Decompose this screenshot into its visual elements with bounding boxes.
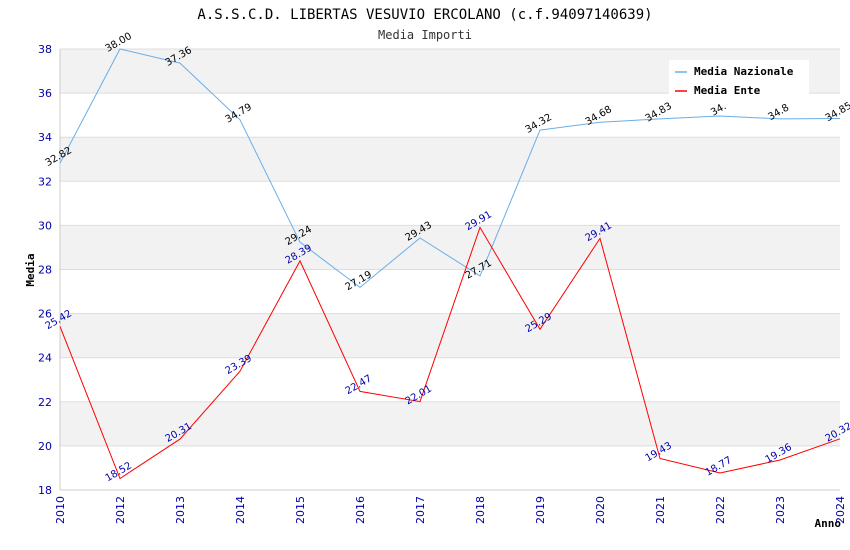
grid-band xyxy=(60,269,840,314)
x-tick-label: 2015 xyxy=(294,496,307,524)
y-axis-label: Media xyxy=(24,253,37,286)
x-tick-label: 2022 xyxy=(714,496,727,524)
series-line-0 xyxy=(59,48,841,289)
series-lines xyxy=(59,48,841,480)
y-tick-label: 20 xyxy=(38,440,52,453)
y-tick-label: 32 xyxy=(38,175,52,188)
grid-band xyxy=(60,137,840,182)
legend: Media Nazionale Media Ente xyxy=(669,60,809,97)
y-tick-label: 18 xyxy=(38,484,52,497)
grid-band xyxy=(60,445,840,490)
y-tick-label: 34 xyxy=(38,131,52,144)
grid-band xyxy=(60,313,840,358)
x-tick-label: 2019 xyxy=(534,496,547,524)
chart-title: A.S.S.C.D. LIBERTAS VESUVIO ERCOLANO (c.… xyxy=(197,7,652,23)
x-tick-label: 2018 xyxy=(474,496,487,524)
grid-bands xyxy=(60,49,840,490)
grid-lines xyxy=(59,48,840,491)
x-tick-label: 2023 xyxy=(774,496,787,524)
y-tick-label: 30 xyxy=(38,219,52,232)
grid-band xyxy=(60,401,840,446)
y-tick-label: 26 xyxy=(38,308,52,321)
y-axis-ticks: 18 20 22 24 26 28 30 32 34 36 38 xyxy=(38,43,52,497)
y-tick-label: 24 xyxy=(38,352,52,365)
x-tick-label: 2013 xyxy=(174,496,187,524)
x-tick-label: 2012 xyxy=(114,496,127,524)
chart-subtitle: Media Importi xyxy=(378,28,472,42)
x-tick-label: 2010 xyxy=(54,496,67,524)
y-tick-label: 22 xyxy=(38,396,52,409)
x-tick-label: 2021 xyxy=(654,496,667,524)
grid-band xyxy=(60,225,840,270)
x-tick-label: 2014 xyxy=(234,496,247,524)
legend-box xyxy=(669,60,809,96)
x-tick-label: 2024 xyxy=(834,496,847,524)
y-tick-label: 36 xyxy=(38,87,52,100)
grid-band xyxy=(60,357,840,402)
x-tick-label: 2020 xyxy=(594,496,607,524)
legend-label-nazionale: Media Nazionale xyxy=(694,65,794,78)
grid-band xyxy=(60,93,840,138)
series-line-1 xyxy=(59,226,841,480)
legend-label-ente: Media Ente xyxy=(694,84,761,97)
grid-band xyxy=(60,181,840,226)
x-tick-label: 2016 xyxy=(354,496,367,524)
x-axis-label: Anno xyxy=(815,517,842,530)
y-tick-label: 38 xyxy=(38,43,52,56)
x-axis-ticks: 2010 2012 2013 2014 2015 2016 2017 2018 2019 2020… xyxy=(54,496,847,524)
x-tick-label: 2017 xyxy=(414,496,427,524)
y-tick-label: 28 xyxy=(38,264,52,277)
